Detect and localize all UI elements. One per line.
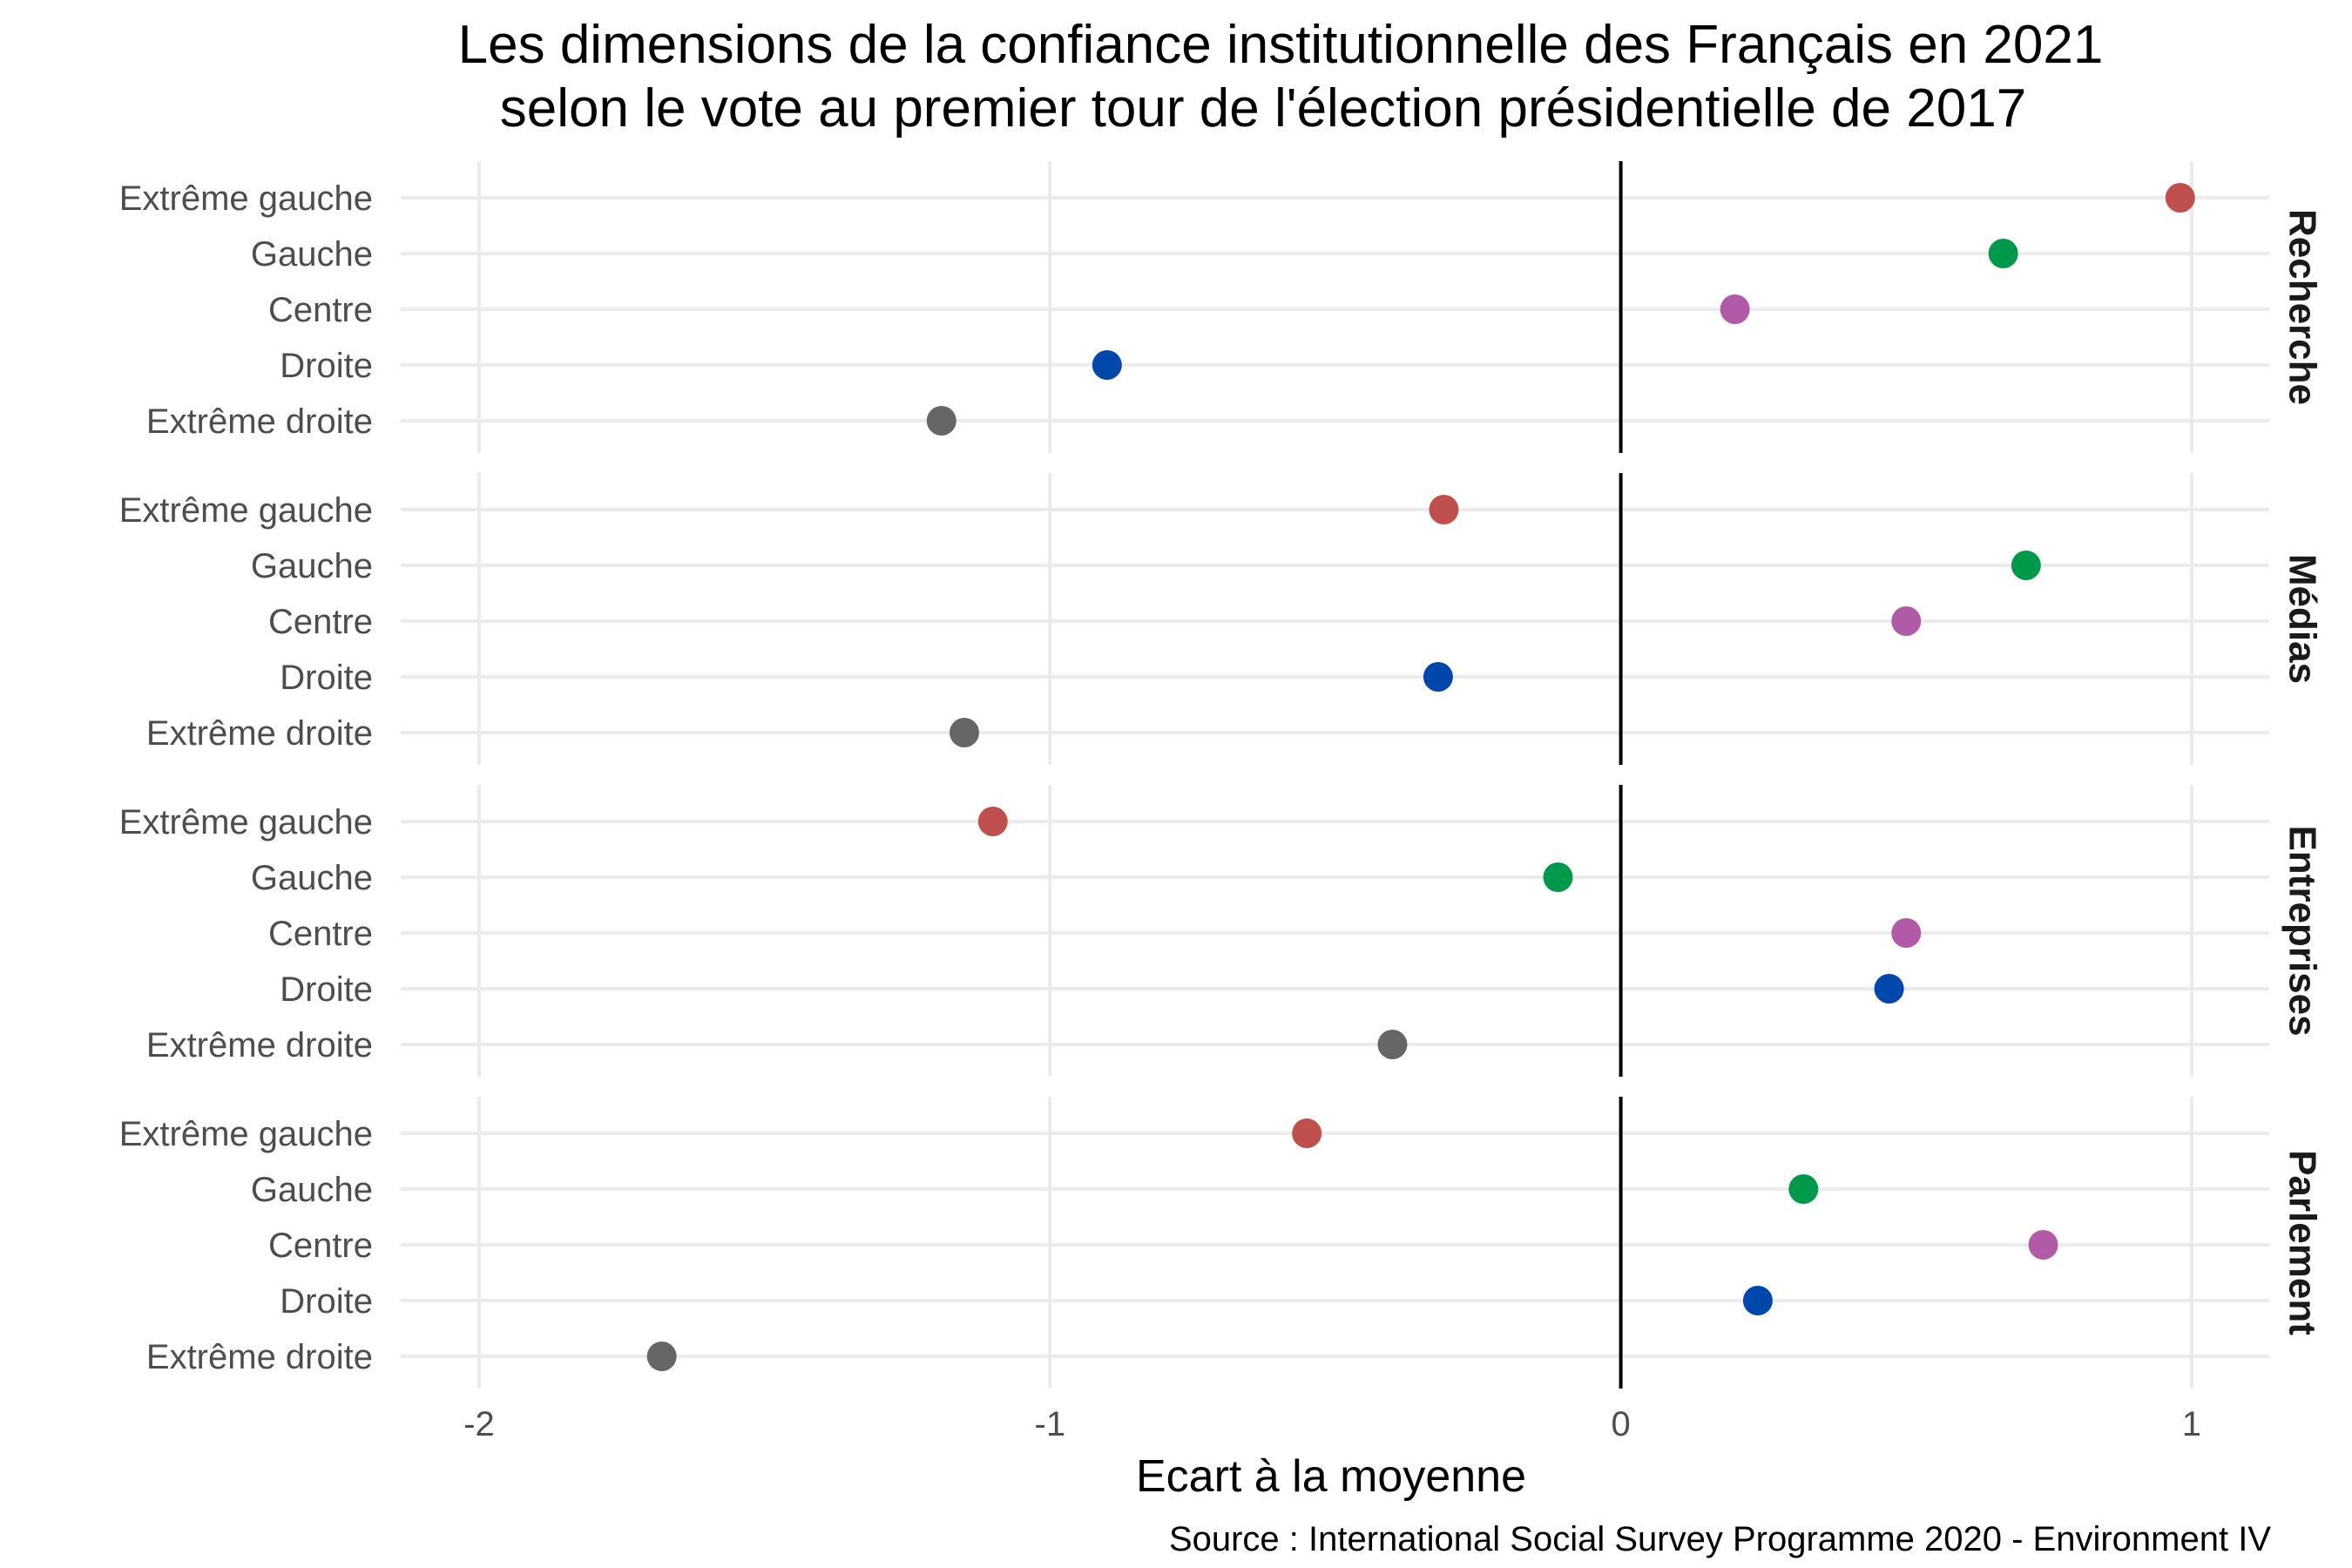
facet-panels: Extrême gauche Gauche Centre Droite Extrême … [119,161,2323,1389]
data-point-extreme-gauche [2165,183,2195,213]
data-point-droite [1423,662,1453,692]
category-label: Extrême droite [146,1026,373,1064]
category-label: Gauche [251,859,373,897]
panel-entreprises: Extrême gauche Gauche Centre Droite Extrême … [119,785,2323,1077]
x-tick-label: 1 [2182,1405,2201,1443]
data-point-droite [1092,350,1122,380]
category-label: Extrême gauche [119,491,373,530]
data-point-extreme-gauche [1292,1119,1322,1148]
category-label: Droite [280,659,373,697]
data-point-gauche [1788,1174,1819,1204]
data-point-extreme-droite [950,718,980,747]
category-label: Extrême gauche [119,179,373,218]
data-point-centre [1720,294,1750,324]
data-point-droite [1874,974,1904,1004]
x-tick-label: -1 [1035,1405,1066,1443]
x-axis-ticks: -2 -1 0 1 [463,1405,2201,1443]
category-label: Droite [280,970,373,1009]
category-label: Gauche [251,547,373,585]
category-label: Centre [268,915,373,953]
x-tick-label: -2 [463,1405,495,1443]
facet-strip-label: Parlement [2281,1150,2323,1335]
category-label: Extrême droite [146,402,373,441]
data-point-centre [1891,918,1922,948]
category-label: Extrême gauche [119,1115,373,1153]
data-point-extreme-droite [926,406,956,436]
panel-medias: Extrême gauche Gauche Centre Droite Extrême … [119,473,2323,765]
data-point-extreme-droite [1377,1030,1408,1059]
data-point-gauche [2011,551,2041,580]
data-point-extreme-droite [646,1342,677,1371]
data-point-gauche [1988,239,2018,268]
category-label: Centre [268,603,373,641]
category-label: Droite [280,347,373,385]
panel-parlement: Extrême gauche Gauche Centre Droite Extrême … [119,1097,2323,1389]
data-point-centre [1891,606,1922,636]
facet-strip-label: Médias [2281,554,2323,684]
x-axis-title: Ecart à la moyenne [1136,1451,1526,1502]
data-point-gauche [1543,862,1573,892]
data-point-extreme-gauche [1429,495,1459,524]
chart-title: Les dimensions de la confiance instituti… [458,15,2104,75]
category-label: Extrême gauche [119,803,373,841]
facet-strip-label: Recherche [2281,209,2323,405]
source-caption: Source : International Social Survey Pro… [1169,1520,2271,1558]
panel-recherche: Extrême gauche Gauche Centre Droite Extrême … [119,161,2323,453]
category-label: Centre [268,291,373,329]
category-label: Extrême droite [146,714,373,753]
category-label: Centre [268,1227,373,1265]
chart-subtitle: selon le vote au premier tour de l'élect… [500,78,2026,139]
category-label: Extrême droite [146,1338,373,1376]
data-point-droite [1742,1286,1773,1315]
category-label: Gauche [251,235,373,274]
category-label: Droite [280,1282,373,1321]
x-tick-label: 0 [1611,1405,1630,1443]
category-label: Gauche [251,1171,373,1209]
facet-strip-label: Entreprises [2281,825,2323,1036]
data-point-centre [2028,1230,2058,1260]
data-point-extreme-gauche [977,807,1008,836]
